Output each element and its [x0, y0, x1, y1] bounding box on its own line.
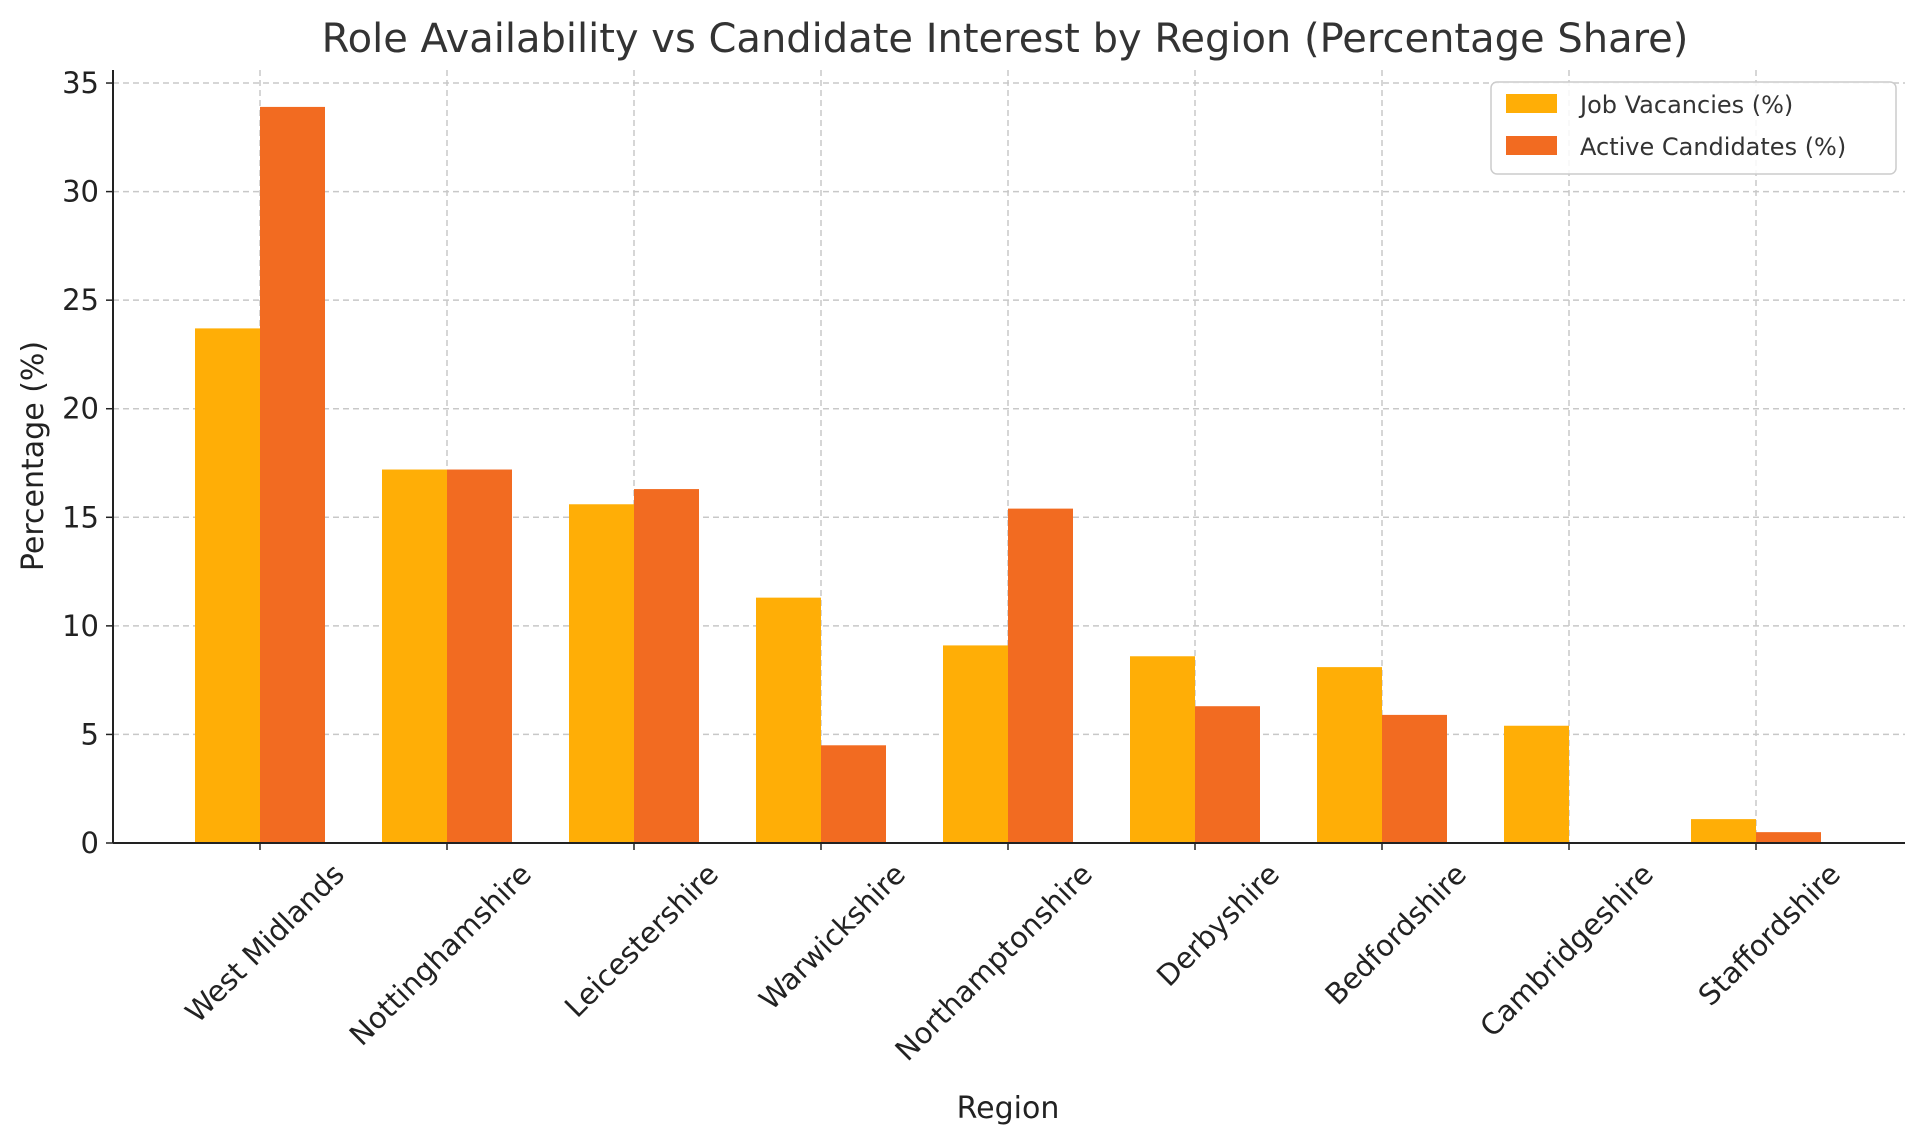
x-tick-label-cambridgeshire: Cambridgeshire [1473, 857, 1660, 1044]
bar-job-vacancies-derbyshire [1130, 656, 1195, 843]
x-tick-label-nottinghamshire: Nottinghamshire [343, 857, 538, 1052]
bar-job-vacancies-cambridgeshire [1504, 725, 1569, 843]
x-tick-label-leicestershire: Leicestershire [558, 857, 725, 1024]
y-tick-label-30: 30 [62, 175, 99, 209]
legend-swatch-job-vacancies [1506, 94, 1557, 113]
legend-swatch-active-candidates [1506, 136, 1557, 155]
y-tick-label-0: 0 [81, 826, 99, 860]
y-tick-label-10: 10 [62, 609, 99, 643]
legend: Job Vacancies (%) Active Candidates (%) [1490, 81, 1897, 175]
bar-job-vacancies-bedfordshire [1317, 667, 1382, 843]
y-tick-label-25: 25 [62, 283, 99, 317]
bar-active-candidates-bedfordshire [1382, 714, 1447, 843]
bar-active-candidates-derbyshire [1195, 706, 1260, 843]
y-axis-label: Percentage (%) [16, 341, 51, 571]
legend-box [1490, 81, 1897, 175]
chart-title: Role Availability vs Candidate Interest … [322, 16, 1689, 62]
bar-job-vacancies-nottinghamshire [382, 469, 447, 843]
x-tick-label-west-midlands: West Midlands [179, 857, 351, 1029]
y-ticks: 0 5 10 15 20 25 30 35 [62, 66, 113, 860]
bars [195, 106, 1821, 844]
y-tick-label-20: 20 [62, 392, 99, 426]
x-axis-label: Region [957, 1091, 1060, 1126]
bar-active-candidates-warwickshire [821, 745, 886, 843]
y-tick-label-35: 35 [62, 66, 99, 100]
bar-job-vacancies-leicestershire [569, 504, 634, 843]
x-tick-label-northamptonshire: Northamptonshire [888, 857, 1099, 1068]
bar-job-vacancies-northamptonshire [943, 645, 1008, 843]
bar-active-candidates-nottinghamshire [447, 469, 512, 843]
bar-active-candidates-northamptonshire [1008, 508, 1073, 843]
x-tick-label-warwickshire: Warwickshire [752, 857, 912, 1017]
y-tick-label-5: 5 [81, 717, 99, 751]
bar-active-candidates-west-midlands [260, 106, 325, 844]
bar-active-candidates-staffordshire [1756, 832, 1821, 843]
legend-label-active-candidates: Active Candidates (%) [1580, 133, 1846, 161]
bar-job-vacancies-west-midlands [195, 328, 260, 843]
x-tick-label-derbyshire: Derbyshire [1150, 857, 1286, 993]
bar-active-candidates-leicestershire [634, 489, 699, 843]
bar-job-vacancies-warwickshire [756, 597, 821, 843]
bar-job-vacancies-staffordshire [1691, 819, 1756, 843]
y-tick-label-15: 15 [62, 500, 99, 534]
axes [112, 70, 1905, 844]
x-tick-label-staffordshire: Staffordshire [1692, 857, 1847, 1012]
legend-label-job-vacancies: Job Vacancies (%) [1578, 91, 1793, 119]
x-tick-label-bedfordshire: Bedfordshire [1318, 857, 1473, 1012]
